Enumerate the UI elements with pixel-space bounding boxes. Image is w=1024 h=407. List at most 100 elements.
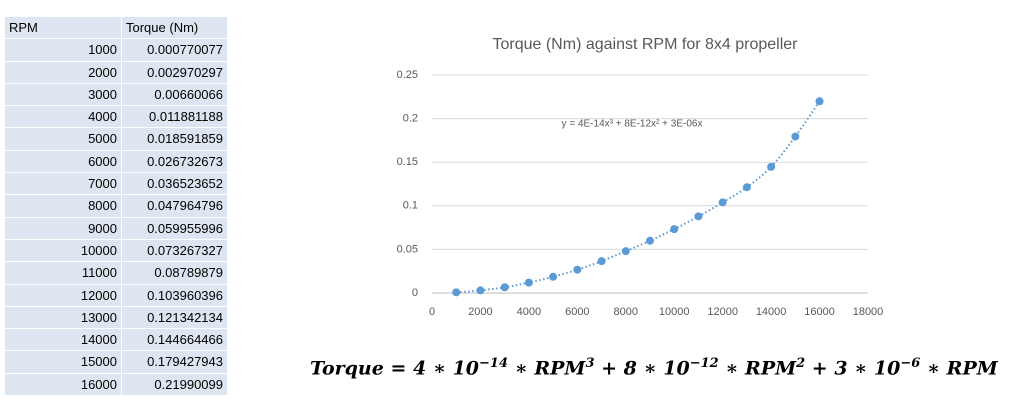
table-row: 2000 0.002970297 — [5, 61, 228, 84]
table-cell: 0.000770077 — [122, 39, 228, 62]
table-cell: 3000 — [5, 83, 122, 107]
table-cell: 12000 — [5, 284, 122, 307]
table-cell: 0.00660066 — [122, 83, 228, 107]
table-cell: 14000 — [5, 329, 122, 352]
data-point — [742, 183, 751, 192]
table-row: 14000 0.144664466 — [5, 329, 228, 352]
data-point — [694, 212, 703, 221]
y-tick-label: 0.25 — [397, 69, 418, 81]
x-tick-label: 4000 — [517, 306, 541, 318]
table-cell: 0.103960396 — [122, 284, 228, 307]
equation-part: 2 — [796, 356, 806, 371]
x-tick-label: 12000 — [707, 306, 738, 318]
equation-part: ∗ RPM — [508, 357, 586, 380]
table-cell: 15000 — [5, 351, 122, 374]
header-cell: Torque (Nm) — [122, 17, 228, 40]
table-cell: 0.047964796 — [122, 195, 228, 218]
data-point — [476, 286, 485, 295]
table-cell: 16000 — [5, 373, 122, 397]
table-row: 8000 0.047964796 — [5, 195, 228, 218]
y-tick-label: 0.05 — [397, 243, 418, 255]
table-cell: 0.073267327 — [122, 239, 228, 263]
table-cell: 8000 — [5, 195, 122, 218]
table-row: 11000 0.08789879 — [5, 262, 228, 285]
equation-part: = 4 ∗ 10 — [383, 357, 480, 380]
table-row: 16000 0.21990099 — [5, 373, 228, 397]
x-tick-label: 18000 — [853, 306, 884, 318]
data-point — [452, 288, 461, 297]
table-cell: 10000 — [5, 239, 122, 263]
table-cell: 0.011881188 — [122, 106, 228, 129]
x-tick-label: 16000 — [804, 306, 835, 318]
table-cell: 0.026732673 — [122, 150, 228, 174]
data-point — [524, 278, 533, 287]
table-cell: 13000 — [5, 306, 122, 330]
table-row: 1000 0.000770077 — [5, 39, 228, 62]
table-cell: 0.144664466 — [122, 329, 228, 352]
x-tick-label: 8000 — [614, 306, 638, 318]
table-row: 10000 0.073267327 — [5, 239, 228, 263]
y-tick-label: 0.2 — [403, 113, 418, 125]
data-point — [670, 225, 679, 234]
table-row: 5000 0.018591859 — [5, 128, 228, 151]
data-point — [500, 283, 509, 292]
table-row: 4000 0.011881188 — [5, 106, 228, 129]
trendline — [456, 100, 821, 294]
table-row: 7000 0.036523652 — [5, 173, 228, 196]
x-tick-label: 2000 — [468, 306, 492, 318]
data-point — [573, 265, 582, 274]
equation: Torque = 4 ∗ 10−14 ∗ RPM3 + 8 ∗ 10−12 ∗ … — [310, 356, 998, 379]
data-point — [767, 162, 776, 171]
data-point — [718, 198, 727, 207]
table-row: 3000 0.00660066 — [5, 83, 228, 107]
table-row: 9000 0.059955996 — [5, 217, 228, 240]
table-cell: 7000 — [5, 173, 122, 196]
equation-part: + 8 ∗ 10 — [594, 357, 690, 380]
trendline-label: y = 4E-14x³ + 8E-12x² + 3E-06x — [562, 119, 703, 130]
x-tick-label: 14000 — [756, 306, 787, 318]
table-cell: 2000 — [5, 61, 122, 84]
equation-part: Torque — [310, 357, 384, 380]
data-point — [597, 257, 606, 266]
table-row: 12000 0.103960396 — [5, 284, 228, 307]
table-cell: 0.121342134 — [122, 306, 228, 330]
table-cell: 0.08789879 — [122, 262, 228, 285]
chart-title: Torque (Nm) against RPM for 8x4 propelle… — [492, 36, 798, 53]
x-tick-label: 10000 — [659, 306, 690, 318]
x-tick-label: 6000 — [565, 306, 589, 318]
data-point — [646, 236, 654, 245]
table-cell: 0.179427943 — [122, 351, 228, 374]
table-row: 13000 0.121342134 — [5, 306, 228, 330]
table-cell: 0.059955996 — [122, 217, 228, 240]
table-header: RPM Torque (Nm) — [5, 17, 228, 40]
x-tick-label: 0 — [429, 306, 435, 318]
equation-part: ∗ RPM — [718, 357, 797, 380]
data-point — [549, 272, 558, 281]
header-cell: RPM — [5, 17, 122, 40]
equation-part: ∗ RPM — [920, 357, 998, 380]
data-point — [815, 97, 824, 106]
table-cell: 6000 — [5, 150, 122, 174]
table-cell: 5000 — [5, 128, 122, 151]
table-cell: 11000 — [5, 262, 122, 285]
data-point — [791, 132, 800, 141]
table-row: 15000 0.179427943 — [5, 351, 228, 374]
equation-part: −14 — [479, 356, 508, 371]
table-cell: 0.036523652 — [122, 173, 228, 196]
table-cell: 9000 — [5, 217, 122, 240]
y-tick-label: 0.1 — [403, 200, 418, 212]
y-tick-label: 0.15 — [397, 156, 418, 168]
equation-part: −12 — [689, 356, 719, 371]
y-tick-label: 0 — [412, 287, 418, 299]
equation-part: + 3 ∗ 10 — [805, 357, 901, 380]
table-cell: 0.018591859 — [122, 128, 228, 151]
data-table: RPM Torque (Nm) 1000 0.000770077 2000 0.002… — [5, 17, 228, 397]
table-row: 6000 0.026732673 — [5, 150, 228, 174]
table-cell: 1000 — [5, 39, 122, 62]
data-point — [621, 247, 630, 256]
table-cell: 0.002970297 — [122, 61, 228, 84]
equation-part: −6 — [900, 356, 921, 371]
table-cell: 0.21990099 — [122, 373, 228, 397]
